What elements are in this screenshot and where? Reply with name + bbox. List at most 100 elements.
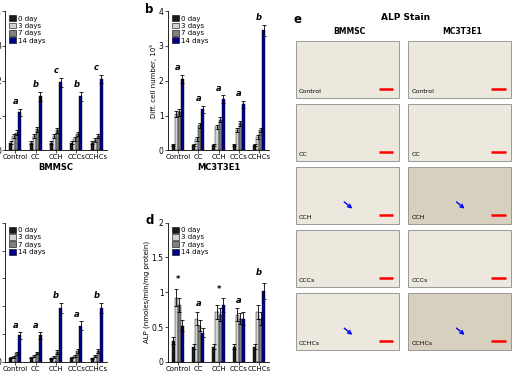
Text: *: * (175, 275, 180, 284)
Bar (195, 139, 198, 150)
Bar (192, 145, 195, 150)
Bar (201, 333, 204, 362)
Bar (59, 308, 62, 362)
Bar (39, 335, 42, 362)
Text: ALP Stain: ALP Stain (381, 13, 430, 22)
Bar (79, 326, 83, 362)
Text: b: b (93, 291, 100, 300)
Bar (90, 358, 93, 362)
Bar (33, 356, 36, 362)
Bar (29, 143, 33, 150)
Text: CCHCs: CCHCs (411, 341, 432, 346)
Bar (408, 230, 511, 287)
Text: CCH: CCH (299, 215, 313, 220)
Text: b: b (256, 13, 262, 22)
Bar (213, 347, 216, 362)
Bar (56, 352, 59, 362)
Bar (408, 294, 511, 350)
Bar (175, 114, 178, 150)
Legend: 0 day, 3 days, 7 days, 14 days: 0 day, 3 days, 7 days, 14 days (171, 226, 209, 256)
Bar (296, 230, 399, 287)
Text: CCCs: CCCs (411, 278, 428, 283)
Bar (53, 357, 56, 362)
Bar (216, 312, 219, 362)
Text: a: a (175, 63, 181, 72)
Bar (408, 104, 511, 161)
Text: CCHCs: CCHCs (299, 341, 320, 346)
Text: CC: CC (411, 152, 420, 157)
Bar (93, 356, 96, 362)
Legend: 0 day, 3 days, 7 days, 14 days: 0 day, 3 days, 7 days, 14 days (9, 15, 46, 44)
Bar (93, 140, 96, 150)
Bar (73, 356, 76, 362)
Bar (242, 319, 245, 362)
Bar (239, 319, 242, 362)
Text: a: a (216, 84, 221, 93)
Text: a: a (12, 97, 18, 106)
Bar (296, 294, 399, 350)
Bar (33, 136, 36, 150)
Bar (76, 351, 79, 362)
Legend: 0 day, 3 days, 7 days, 14 days: 0 day, 3 days, 7 days, 14 days (9, 226, 46, 256)
Bar (219, 120, 221, 150)
Bar (50, 358, 53, 362)
Bar (242, 104, 245, 150)
Text: CCCs: CCCs (299, 278, 315, 283)
Text: a: a (12, 321, 18, 330)
Text: a: a (236, 296, 241, 305)
Text: a: a (236, 89, 241, 98)
Text: e: e (294, 13, 301, 26)
Bar (256, 137, 259, 150)
Bar (73, 139, 76, 150)
Bar (15, 354, 19, 362)
Bar (221, 99, 224, 150)
Text: BMMSC: BMMSC (333, 27, 366, 36)
Text: MC3T3E1: MC3T3E1 (442, 27, 481, 36)
Bar (100, 308, 103, 362)
Bar (233, 145, 236, 150)
Bar (19, 335, 22, 362)
Bar (198, 125, 201, 150)
Bar (39, 96, 42, 150)
Bar (96, 136, 100, 150)
Bar (12, 357, 15, 362)
Text: a: a (33, 321, 39, 330)
Bar (12, 137, 15, 150)
Text: *: * (216, 285, 221, 294)
Bar (178, 112, 181, 150)
Bar (201, 109, 204, 150)
Text: a: a (196, 94, 201, 103)
Bar (172, 145, 175, 150)
Bar (19, 112, 22, 150)
Bar (233, 347, 236, 362)
Text: d: d (146, 214, 154, 227)
Bar (175, 298, 178, 362)
Bar (262, 291, 265, 362)
Bar (236, 130, 239, 150)
Bar (195, 319, 198, 362)
Bar (219, 314, 221, 362)
Bar (259, 319, 262, 362)
Bar (192, 347, 195, 362)
Bar (36, 129, 39, 150)
Bar (408, 167, 511, 224)
Bar (36, 353, 39, 362)
Bar (178, 305, 181, 362)
Bar (213, 145, 216, 150)
Bar (181, 326, 184, 362)
Bar (262, 30, 265, 150)
Text: b: b (53, 291, 59, 300)
Bar (216, 127, 219, 150)
Bar (90, 143, 93, 150)
Text: a: a (73, 310, 79, 319)
Bar (100, 79, 103, 150)
Bar (253, 145, 256, 150)
Bar (256, 312, 259, 362)
Bar (79, 96, 83, 150)
Bar (296, 167, 399, 224)
Bar (76, 134, 79, 150)
Bar (236, 314, 239, 362)
Y-axis label: ALP (nmoles/min/mg protein): ALP (nmoles/min/mg protein) (143, 241, 150, 343)
Text: c: c (94, 63, 99, 72)
Bar (9, 143, 12, 150)
